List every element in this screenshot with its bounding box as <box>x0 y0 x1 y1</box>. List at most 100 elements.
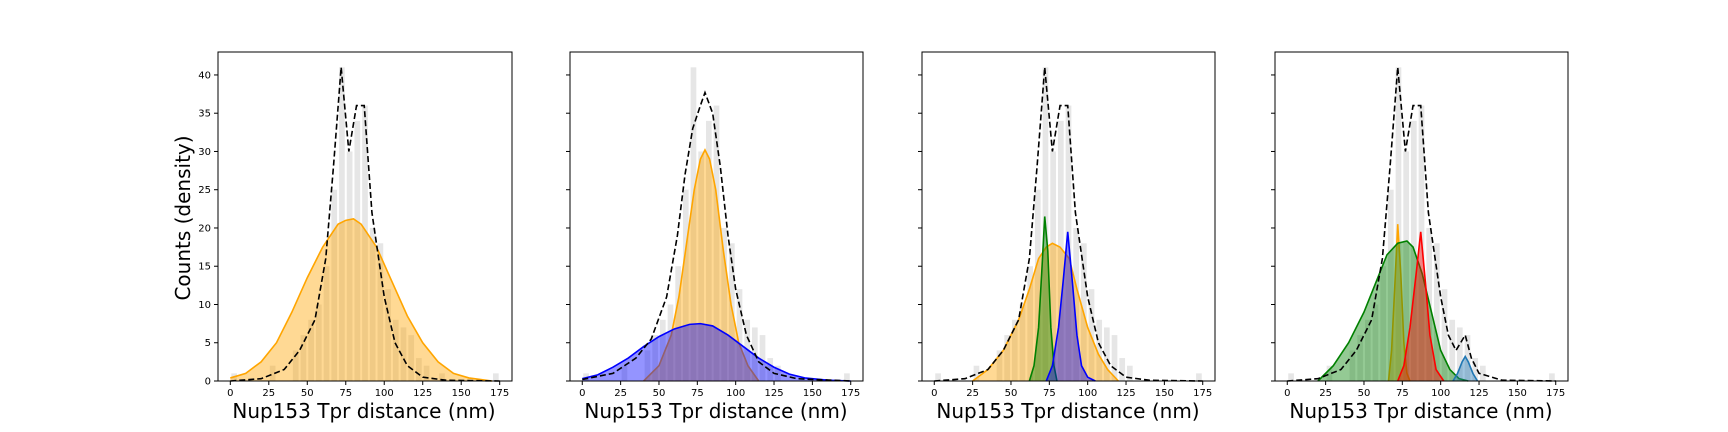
component-fill <box>1388 224 1410 381</box>
y-axis-label: Counts (density) <box>171 135 195 300</box>
component-fill <box>1029 216 1057 381</box>
component-fill <box>1397 231 1444 381</box>
hist-bar <box>996 350 1003 381</box>
hist-bar <box>1111 335 1118 381</box>
hist-bar <box>1011 319 1018 381</box>
hist-bar <box>1403 151 1409 381</box>
hist-bar <box>362 105 368 381</box>
hist-bar <box>844 373 850 381</box>
y-tick-label: 25 <box>198 185 211 196</box>
hist-bar <box>644 350 651 381</box>
hist-bar <box>659 319 666 381</box>
component-line <box>1387 224 1411 382</box>
component-line <box>1452 354 1479 382</box>
hist-bar <box>1326 365 1333 381</box>
x-tick-label: 0 <box>931 388 937 399</box>
hist-bar <box>1464 335 1471 381</box>
chart-panel-3: 0 25 50 75 100 125 150 175 <box>918 51 1216 399</box>
component-line <box>230 217 493 382</box>
hist-bar <box>973 365 980 381</box>
x-tick-label: 25 <box>614 388 627 399</box>
hist-bar <box>369 227 376 381</box>
x-tick-label: 175 <box>1546 388 1565 399</box>
x-tick-label: 75 <box>691 388 704 399</box>
y-tick-label: 10 <box>198 300 211 311</box>
y-tick-label: 35 <box>198 109 211 120</box>
x-tick-label: 0 <box>579 388 585 399</box>
x-tick-label: 125 <box>764 388 783 399</box>
chart-panel-4: 0 25 50 75 100 125 150 175 <box>1271 51 1569 399</box>
y-tick-label: 0 <box>205 377 211 388</box>
hist-bar <box>300 335 307 381</box>
hist-bar <box>377 243 384 381</box>
hist-bar <box>1034 189 1041 381</box>
hist-bar <box>721 227 728 381</box>
hist-bar <box>423 365 430 381</box>
hist-bar <box>339 67 345 382</box>
hist-bar <box>269 365 276 381</box>
x-tick-label: 75 <box>339 388 352 399</box>
total-kde-line <box>230 67 500 382</box>
axes-frame <box>1274 51 1569 382</box>
x-axis-label-3: Nup153 Tpr distance (nm) <box>936 399 1199 423</box>
component-line <box>643 148 760 382</box>
x-tick-label: 125 <box>1469 388 1488 399</box>
y-tick-label: 20 <box>198 223 211 234</box>
hist-bar <box>1380 266 1386 381</box>
x-tick-label: 150 <box>1508 388 1527 399</box>
y-tick-label: 5 <box>205 338 211 349</box>
hist-bar <box>705 120 712 382</box>
x-tick-label: 25 <box>262 388 275 399</box>
hist-bar <box>416 358 422 381</box>
component-fill <box>1452 356 1478 381</box>
hist-bar <box>315 304 322 381</box>
hist-bar <box>667 304 674 381</box>
hist-bar <box>1549 373 1555 381</box>
x-tick-label: 50 <box>301 388 314 399</box>
x-axis-label-1: Nup153 Tpr distance (nm) <box>232 399 495 423</box>
hist-bar <box>1073 227 1080 381</box>
x-tick-label: 175 <box>841 388 860 399</box>
hist-bar <box>1104 327 1110 381</box>
x-tick-label: 0 <box>227 388 233 399</box>
x-tick-label: 100 <box>1078 388 1097 399</box>
x-tick-label: 150 <box>803 388 822 399</box>
hist-bar <box>1288 373 1294 381</box>
x-tick-label: 50 <box>1358 388 1371 399</box>
hist-bar <box>1349 350 1356 381</box>
hist-bar <box>1196 373 1202 381</box>
hist-bar <box>713 105 720 381</box>
hist-bar <box>354 120 361 382</box>
hist-bar <box>439 373 445 381</box>
hist-bar <box>1019 304 1026 381</box>
hist-bar <box>1372 304 1379 381</box>
component-fill <box>1046 231 1096 381</box>
component-line <box>1396 231 1445 382</box>
x-axis-label-2: Nup153 Tpr distance (nm) <box>584 399 847 423</box>
hist-bar <box>331 189 338 381</box>
x-tick-label: 25 <box>1319 388 1332 399</box>
x-tick-label: 100 <box>375 388 394 399</box>
hist-bar <box>308 319 314 381</box>
x-tick-label: 125 <box>413 388 432 399</box>
hist-bar <box>1027 266 1033 381</box>
total-kde-line <box>582 90 851 382</box>
hist-bar <box>408 335 415 381</box>
hist-bar <box>292 350 299 381</box>
x-tick-label: 150 <box>1155 388 1174 399</box>
component-fill <box>972 243 1119 381</box>
hist-bar <box>1357 335 1363 381</box>
total-kde-line <box>934 67 1203 382</box>
component-fill <box>1317 240 1469 381</box>
hist-bar <box>682 189 689 381</box>
x-tick-label: 0 <box>1284 388 1290 399</box>
x-axis-label-4: Nup153 Tpr distance (nm) <box>1289 399 1552 423</box>
x-tick-label: 50 <box>653 388 666 399</box>
hist-bar <box>400 327 407 381</box>
hist-bar <box>675 266 681 381</box>
hist-bar <box>1096 319 1103 381</box>
component-line <box>1045 231 1096 382</box>
chart-panel-1: 0 25 50 75 100 125 150 175 0 5 10 15 20 25 30 35 40 <box>198 51 513 399</box>
x-tick-label: 175 <box>1193 388 1212 399</box>
y-tick-label: 15 <box>198 262 211 273</box>
